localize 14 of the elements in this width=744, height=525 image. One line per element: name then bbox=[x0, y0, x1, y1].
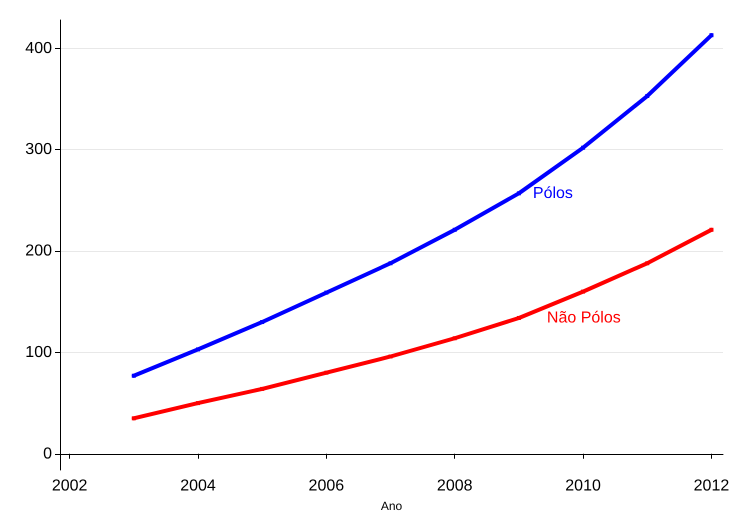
x-tick-label: 2012 bbox=[694, 478, 730, 494]
y-tick-label: 100 bbox=[25, 344, 52, 361]
x-tick-label: 2004 bbox=[180, 478, 216, 494]
x-tick-label: 2010 bbox=[565, 478, 601, 494]
x-tick-label: 2006 bbox=[308, 478, 344, 494]
x-tick-label: 2008 bbox=[436, 478, 473, 494]
series-label: Não Pólos bbox=[546, 309, 621, 326]
x-tick-label: 2002 bbox=[52, 478, 88, 494]
y-tick-label: 300 bbox=[25, 141, 52, 158]
y-tick-label: 0 bbox=[43, 445, 52, 462]
series-label: Pólos bbox=[532, 184, 573, 202]
y-tick-label: 400 bbox=[25, 40, 52, 57]
y-tick-label: 200 bbox=[25, 242, 52, 260]
x-axis-title: Ano bbox=[380, 499, 402, 513]
